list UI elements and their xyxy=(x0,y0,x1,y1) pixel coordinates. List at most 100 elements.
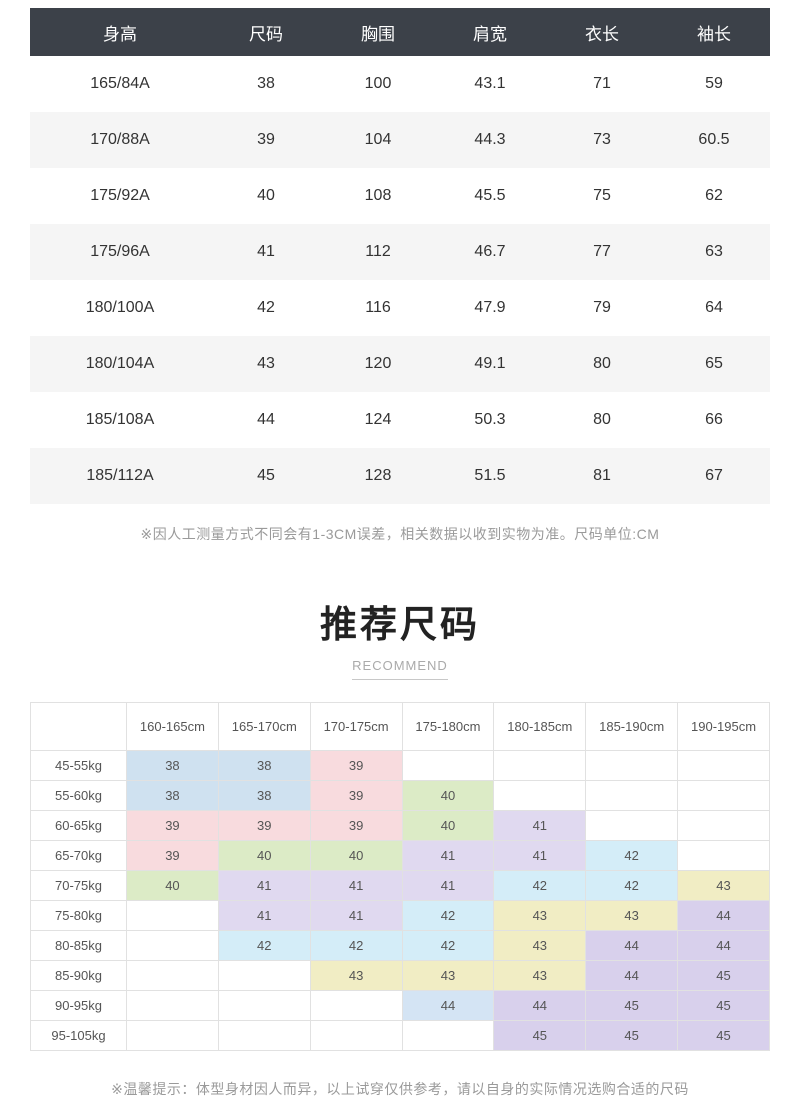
size-table-cell: 170/88A xyxy=(30,112,210,168)
recommend-size-cell xyxy=(677,840,770,871)
recommend-size-cell xyxy=(217,1020,311,1051)
recommend-size-cell: 41 xyxy=(401,870,495,901)
recommend-size-cell: 41 xyxy=(493,810,587,841)
recommend-size-cell: 38 xyxy=(126,750,219,781)
recommend-corner-cell xyxy=(30,702,127,751)
recommend-size-cell xyxy=(493,750,587,781)
recommend-row: 90-95kg 44 44 45 45 xyxy=(30,990,770,1021)
recommend-size-cell: 42 xyxy=(309,930,403,961)
size-table-cell: 42 xyxy=(257,299,275,316)
size-table-cell: 50.3 xyxy=(474,411,506,428)
size-table-cell: 49.1 xyxy=(434,336,546,392)
size-table-cell: 62 xyxy=(705,187,723,204)
recommend-row: 65-70kg 39 40 40 41 41 42 xyxy=(30,840,770,871)
size-table-row: 185/108A 44 124 50.3 80 66 xyxy=(30,392,770,448)
recommend-size-cell: 39 xyxy=(126,810,219,841)
recommend-size-cell: 39 xyxy=(126,840,219,871)
size-table-cell: 80 xyxy=(593,411,611,428)
size-table-cell: 81 xyxy=(546,448,658,504)
measurement-note: ※因人工测量方式不同会有1-3CM误差，相关数据以收到实物为准。尺码单位:CM xyxy=(140,526,660,542)
size-table-cell: 41 xyxy=(210,224,322,280)
recommend-weight-header-cell: 80-85kg xyxy=(30,930,127,961)
size-table-cell: 38 xyxy=(257,75,275,92)
recommend-size-cell xyxy=(126,990,219,1021)
size-table-cell: 180/100A xyxy=(85,299,155,316)
size-table-header-cell: 肩宽 xyxy=(434,8,546,56)
recommend-size-cell xyxy=(309,1020,403,1051)
recommend-height-header-cell: 180-185cm xyxy=(493,702,587,751)
size-table-cell: 51.5 xyxy=(434,448,546,504)
recommend-size-cell: 39 xyxy=(309,750,403,781)
recommend-height-header-cell: 160-165cm xyxy=(126,702,219,751)
recommend-size-cell: 41 xyxy=(309,900,403,931)
recommend-size-cell: 42 xyxy=(585,840,679,871)
recommend-size-cell: 39 xyxy=(217,810,311,841)
recommend-size-cell: 40 xyxy=(126,870,219,901)
recommend-size-cell: 45 xyxy=(585,990,679,1021)
recommend-size-cell: 43 xyxy=(493,930,587,961)
recommend-size-cell: 43 xyxy=(493,960,587,991)
recommend-size-cell: 42 xyxy=(585,870,679,901)
size-table-header-cell: 尺码 xyxy=(210,8,322,56)
recommend-size-cell: 40 xyxy=(309,840,403,871)
size-table-row: 180/100A 42 116 47.9 79 64 xyxy=(30,280,770,336)
recommend-size-cell: 40 xyxy=(401,780,495,811)
recommend-size-cell: 44 xyxy=(401,990,495,1021)
size-table-cell: 67 xyxy=(658,448,770,504)
fit-tip-note: ※温馨提示：体型身材因人而异，以上试穿仅供参考，请以自身的实际情况选购合适的尺码 xyxy=(111,1081,689,1097)
recommend-weight-header-cell: 90-95kg xyxy=(30,990,127,1021)
recommend-size-cell: 38 xyxy=(217,750,311,781)
recommend-weight-header-cell: 75-80kg xyxy=(30,900,127,931)
size-table-cell: 108 xyxy=(364,187,392,204)
recommend-height-header-cell: 175-180cm xyxy=(401,702,495,751)
size-table-header-cell: 袖长 xyxy=(658,8,770,56)
recommend-subtitle: RECOMMEND xyxy=(352,658,448,673)
recommend-table: 160-165cm 165-170cm 170-175cm 175-180cm 180-… xyxy=(30,702,770,1051)
recommend-size-cell xyxy=(401,750,495,781)
size-table-cell: 44.3 xyxy=(434,112,546,168)
recommend-size-cell: 45 xyxy=(493,1020,587,1051)
size-table-cell: 71 xyxy=(593,75,611,92)
size-table-cell: 185/108A xyxy=(85,411,155,428)
size-table-cell: 45.5 xyxy=(474,187,506,204)
recommend-height-header-cell: 170-175cm xyxy=(309,702,403,751)
recommend-weight-header-cell: 45-55kg xyxy=(30,750,127,781)
recommend-row: 80-85kg 42 42 42 43 44 44 xyxy=(30,930,770,961)
recommend-size-cell: 44 xyxy=(677,930,770,961)
size-table-header-cell: 胸围 xyxy=(322,8,434,56)
recommend-size-cell: 38 xyxy=(217,780,311,811)
size-table: 身高 尺码 胸围 肩宽 衣长 袖长 165/84A 38 100 43.1 71 59 170/88A 3… xyxy=(30,8,770,504)
recommend-size-cell: 40 xyxy=(401,810,495,841)
recommend-height-header-cell: 165-170cm xyxy=(217,702,311,751)
size-table-cell: 73 xyxy=(546,112,658,168)
recommend-size-cell: 42 xyxy=(401,900,495,931)
size-table-row: 170/88A 39 104 44.3 73 60.5 xyxy=(30,112,770,168)
size-table-cell: 175/92A xyxy=(90,187,150,204)
size-table-cell: 64 xyxy=(705,299,723,316)
size-table-cell: 63 xyxy=(658,224,770,280)
size-table-cell: 40 xyxy=(257,187,275,204)
recommend-size-cell xyxy=(309,990,403,1021)
recommend-weight-header-cell: 70-75kg xyxy=(30,870,127,901)
recommend-size-cell: 45 xyxy=(677,1020,770,1051)
recommend-size-cell xyxy=(677,810,770,841)
recommend-row: 95-105kg 45 45 45 xyxy=(30,1020,770,1051)
size-table-cell: 112 xyxy=(322,224,434,280)
recommend-weight-header-cell: 55-60kg xyxy=(30,780,127,811)
recommend-row: 45-55kg 38 38 39 xyxy=(30,750,770,781)
recommend-size-cell: 41 xyxy=(401,840,495,871)
recommend-size-cell: 45 xyxy=(585,1020,679,1051)
recommend-size-cell: 38 xyxy=(126,780,219,811)
recommend-weight-header-cell: 65-70kg xyxy=(30,840,127,871)
recommend-size-cell: 41 xyxy=(217,870,311,901)
recommend-size-cell: 45 xyxy=(677,990,770,1021)
size-table-cell: 128 xyxy=(322,448,434,504)
recommend-size-cell: 44 xyxy=(677,900,770,931)
size-table-cell: 116 xyxy=(365,299,391,316)
recommend-size-cell xyxy=(126,1020,219,1051)
recommend-size-cell xyxy=(585,780,679,811)
recommend-height-header-cell: 185-190cm xyxy=(585,702,679,751)
size-table-cell: 165/84A xyxy=(90,75,150,92)
recommend-weight-header-cell: 95-105kg xyxy=(30,1020,127,1051)
